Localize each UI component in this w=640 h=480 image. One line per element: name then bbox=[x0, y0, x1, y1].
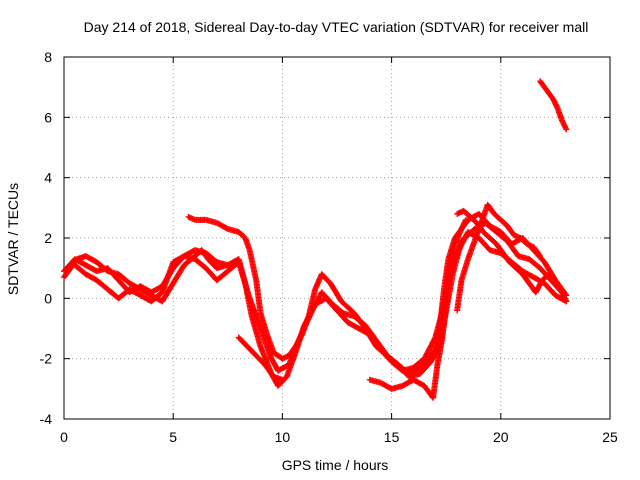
series-track-9 bbox=[537, 78, 570, 133]
data-point bbox=[235, 259, 242, 266]
x-tick-label: 20 bbox=[493, 429, 509, 445]
grid-lines bbox=[64, 57, 610, 419]
series-track-6 bbox=[366, 216, 469, 401]
x-tick-label: 15 bbox=[384, 429, 400, 445]
y-tick-label: 0 bbox=[44, 290, 52, 306]
y-axis-title: SDTVAR / TECUs bbox=[5, 183, 21, 295]
series-track-8 bbox=[454, 207, 570, 305]
y-tick-label: 6 bbox=[44, 109, 52, 125]
series-track-3 bbox=[71, 247, 242, 305]
data-points bbox=[61, 78, 570, 401]
y-tick-label: 4 bbox=[44, 170, 52, 186]
axis-ticks: 0 5 10 15 20 25 -4 -2 0 2 4 6 8 bbox=[40, 49, 618, 445]
series-track-4 bbox=[185, 210, 570, 377]
x-axis-title: GPS time / hours bbox=[282, 457, 389, 473]
series-track-5 bbox=[235, 334, 286, 383]
y-tick-label: -4 bbox=[40, 411, 53, 427]
data-point bbox=[537, 253, 544, 260]
data-point bbox=[563, 298, 570, 305]
y-tick-label: -2 bbox=[40, 351, 53, 367]
x-tick-label: 10 bbox=[275, 429, 291, 445]
series-track-7 bbox=[454, 201, 544, 314]
data-point bbox=[563, 126, 570, 133]
data-point bbox=[536, 251, 543, 258]
x-tick-label: 25 bbox=[602, 429, 618, 445]
data-point bbox=[279, 376, 286, 383]
chart-title: Day 214 of 2018, Sidereal Day-to-day VTE… bbox=[84, 19, 589, 35]
x-tick-label: 0 bbox=[60, 429, 68, 445]
data-point bbox=[462, 216, 469, 223]
y-tick-label: 8 bbox=[44, 49, 52, 65]
y-tick-label: 2 bbox=[44, 230, 52, 246]
x-tick-label: 5 bbox=[169, 429, 177, 445]
